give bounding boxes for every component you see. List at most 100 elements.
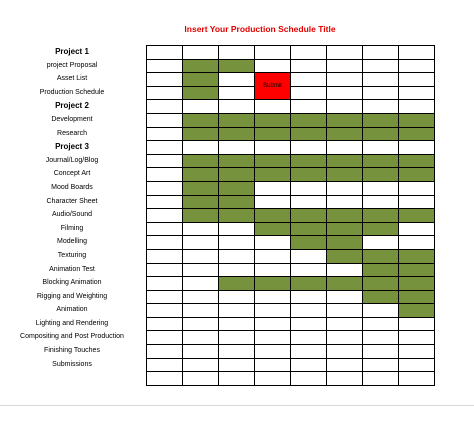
schedule-cell[interactable] <box>146 167 183 182</box>
schedule-cell[interactable] <box>290 72 327 87</box>
schedule-cell[interactable] <box>254 140 291 155</box>
schedule-cell[interactable] <box>398 72 435 87</box>
schedule-cell[interactable] <box>146 194 183 210</box>
scheduled-cell[interactable] <box>182 167 219 182</box>
schedule-cell[interactable] <box>326 194 363 210</box>
schedule-cell[interactable] <box>362 58 399 74</box>
schedule-cell[interactable] <box>362 85 399 101</box>
scheduled-cell[interactable] <box>362 112 399 128</box>
schedule-cell[interactable] <box>362 72 399 87</box>
submit-cell[interactable]: Submit <box>254 72 291 101</box>
scheduled-cell[interactable] <box>182 180 219 196</box>
scheduled-cell[interactable] <box>290 208 327 223</box>
schedule-cell[interactable] <box>290 303 327 318</box>
scheduled-cell[interactable] <box>218 180 255 196</box>
scheduled-cell[interactable] <box>218 112 255 128</box>
scheduled-cell[interactable] <box>326 221 363 237</box>
schedule-cell[interactable] <box>290 289 327 305</box>
schedule-cell[interactable] <box>326 289 363 305</box>
scheduled-cell[interactable] <box>398 276 435 291</box>
schedule-cell[interactable] <box>218 357 255 373</box>
schedule-cell[interactable] <box>290 330 327 346</box>
schedule-cell[interactable] <box>146 221 183 237</box>
scheduled-cell[interactable] <box>218 208 255 223</box>
schedule-cell[interactable] <box>362 194 399 210</box>
schedule-cell[interactable] <box>326 262 363 278</box>
schedule-cell[interactable] <box>182 330 219 346</box>
scheduled-cell[interactable] <box>290 276 327 291</box>
schedule-cell[interactable] <box>146 112 183 128</box>
scheduled-cell[interactable] <box>326 235 363 250</box>
schedule-cell[interactable] <box>218 316 255 332</box>
schedule-cell[interactable] <box>326 330 363 346</box>
scheduled-cell[interactable] <box>182 126 219 142</box>
schedule-cell[interactable] <box>362 316 399 332</box>
schedule-cell[interactable] <box>290 248 327 264</box>
schedule-cell[interactable] <box>326 140 363 155</box>
schedule-cell[interactable] <box>254 99 291 114</box>
schedule-cell[interactable] <box>146 153 183 169</box>
scheduled-cell[interactable] <box>218 167 255 182</box>
scheduled-cell[interactable] <box>326 208 363 223</box>
scheduled-cell[interactable] <box>182 72 219 87</box>
schedule-cell[interactable] <box>182 289 219 305</box>
schedule-cell[interactable] <box>146 126 183 142</box>
schedule-cell[interactable] <box>398 330 435 346</box>
schedule-cell[interactable] <box>326 371 363 386</box>
schedule-cell[interactable] <box>290 99 327 114</box>
schedule-cell[interactable] <box>326 180 363 196</box>
scheduled-cell[interactable] <box>326 167 363 182</box>
schedule-cell[interactable] <box>254 289 291 305</box>
scheduled-cell[interactable] <box>218 194 255 210</box>
schedule-cell[interactable] <box>254 316 291 332</box>
schedule-cell[interactable] <box>254 248 291 264</box>
schedule-cell[interactable] <box>218 248 255 264</box>
schedule-cell[interactable] <box>254 344 291 359</box>
schedule-cell[interactable] <box>362 140 399 155</box>
scheduled-cell[interactable] <box>398 289 435 305</box>
schedule-cell[interactable] <box>398 45 435 60</box>
schedule-cell[interactable] <box>362 235 399 250</box>
schedule-cell[interactable] <box>146 248 183 264</box>
scheduled-cell[interactable] <box>326 276 363 291</box>
schedule-cell[interactable] <box>290 140 327 155</box>
schedule-cell[interactable] <box>398 344 435 359</box>
schedule-cell[interactable] <box>146 330 183 346</box>
scheduled-cell[interactable] <box>362 248 399 264</box>
schedule-cell[interactable] <box>146 289 183 305</box>
schedule-cell[interactable] <box>182 371 219 386</box>
schedule-cell[interactable] <box>326 316 363 332</box>
schedule-cell[interactable] <box>254 45 291 60</box>
schedule-cell[interactable] <box>290 371 327 386</box>
scheduled-cell[interactable] <box>398 167 435 182</box>
schedule-cell[interactable] <box>398 316 435 332</box>
scheduled-cell[interactable] <box>182 112 219 128</box>
schedule-cell[interactable] <box>218 85 255 101</box>
schedule-cell[interactable] <box>146 316 183 332</box>
schedule-cell[interactable] <box>290 45 327 60</box>
schedule-cell[interactable] <box>398 85 435 101</box>
scheduled-cell[interactable] <box>290 221 327 237</box>
schedule-cell[interactable] <box>326 303 363 318</box>
schedule-cell[interactable] <box>290 357 327 373</box>
schedule-cell[interactable] <box>218 371 255 386</box>
schedule-cell[interactable] <box>218 235 255 250</box>
schedule-cell[interactable] <box>146 276 183 291</box>
scheduled-cell[interactable] <box>326 126 363 142</box>
scheduled-cell[interactable] <box>290 126 327 142</box>
scheduled-cell[interactable] <box>182 208 219 223</box>
scheduled-cell[interactable] <box>218 276 255 291</box>
schedule-cell[interactable] <box>218 303 255 318</box>
schedule-cell[interactable] <box>218 45 255 60</box>
scheduled-cell[interactable] <box>398 248 435 264</box>
schedule-cell[interactable] <box>398 221 435 237</box>
schedule-cell[interactable] <box>146 85 183 101</box>
schedule-cell[interactable] <box>362 330 399 346</box>
scheduled-cell[interactable] <box>326 153 363 169</box>
scheduled-cell[interactable] <box>362 208 399 223</box>
scheduled-cell[interactable] <box>290 167 327 182</box>
scheduled-cell[interactable] <box>326 248 363 264</box>
schedule-cell[interactable] <box>362 344 399 359</box>
schedule-cell[interactable] <box>218 221 255 237</box>
scheduled-cell[interactable] <box>362 289 399 305</box>
